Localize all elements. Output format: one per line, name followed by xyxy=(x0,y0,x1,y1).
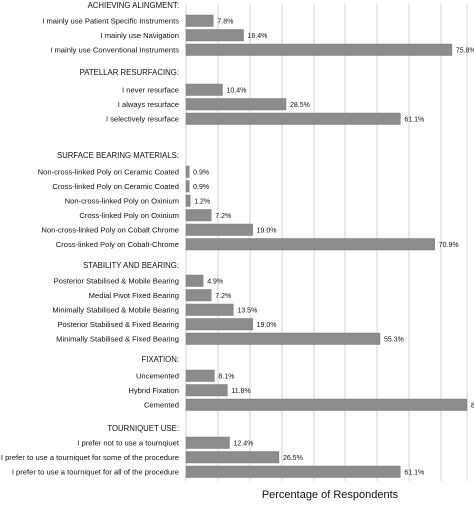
data-label: 61.1% xyxy=(404,469,424,476)
data-label: 19.0% xyxy=(257,322,277,329)
category-label: Non-cross-linked Poly on Ceramic Coated xyxy=(38,167,179,176)
category-label: I selectively resurface xyxy=(106,114,179,123)
data-label: 7.8% xyxy=(217,18,233,25)
data-label: 80.1% xyxy=(471,402,474,409)
data-label: 55.3% xyxy=(384,336,404,343)
bar xyxy=(185,112,401,125)
bar xyxy=(185,398,468,411)
bar xyxy=(185,194,191,207)
bar xyxy=(185,98,287,111)
bars xyxy=(185,14,468,478)
category-label: Cross-linked Poly on Oxinium xyxy=(79,211,179,220)
bar xyxy=(185,384,228,397)
category-label: Cross-linked Poly on Cobalt-Chrome xyxy=(56,240,179,249)
group-title: ACHIEVING ALINGMENT: xyxy=(88,1,179,10)
bar xyxy=(185,318,253,331)
category-label: I prefer to use a tourniquet for some of… xyxy=(1,453,179,462)
data-label: 7.2% xyxy=(215,293,231,300)
bar xyxy=(185,436,230,449)
category-label: Posterior Stabilised & Mobile Bearing xyxy=(54,276,179,285)
category-label: Medial Pivot Fixed Bearing xyxy=(89,291,179,300)
bar xyxy=(185,332,381,345)
category-label: Minimally Stabilised & Mobile Bearing xyxy=(52,305,179,314)
bar xyxy=(185,369,215,382)
data-label: 1.2% xyxy=(194,198,210,205)
bar xyxy=(185,165,190,178)
category-label: Non-cross-linked Poly on Oxinium xyxy=(65,196,179,205)
category-label: I never resurface xyxy=(122,85,179,94)
group-title: TOURNIQUET USE: xyxy=(107,424,179,433)
data-label: 4.9% xyxy=(207,278,223,285)
category-label: Minimally Stabilised & Fixed Bearing xyxy=(56,334,179,343)
category-label: Cross-linked Poly on Ceramic Coated xyxy=(52,182,179,191)
group-title: PATELLAR RESURFACING: xyxy=(80,68,179,77)
bar xyxy=(185,14,214,27)
bar xyxy=(185,238,435,251)
bar xyxy=(185,465,401,478)
data-label: 19.0% xyxy=(257,227,277,234)
bar xyxy=(185,29,244,42)
data-label: 8.1% xyxy=(218,373,234,380)
bar xyxy=(185,180,190,193)
category-label: Cemented xyxy=(144,400,179,409)
data-label: 0.9% xyxy=(193,169,209,176)
data-label: 28.5% xyxy=(290,102,310,109)
data-label: 11.8% xyxy=(231,388,250,395)
category-label: Uncemented xyxy=(136,371,179,380)
data-label: 61.1% xyxy=(404,116,424,123)
bar xyxy=(185,223,253,236)
data-label: 0.9% xyxy=(193,184,209,191)
category-label: I always resurface xyxy=(118,100,179,109)
data-label: 26.5% xyxy=(283,455,303,462)
labels: ACHIEVING ALINGMENT: I mainly use Patient… xyxy=(1,1,474,476)
category-label: I mainly use Conventional Instruments xyxy=(50,45,179,54)
category-label: Posterior Stabilised & Fixed Bearing xyxy=(57,320,179,329)
category-label: I mainly use Navigation xyxy=(100,31,179,40)
x-axis-title: Percentage of Respondents xyxy=(262,489,399,501)
data-label: 70.9% xyxy=(439,242,459,249)
category-label: I prefer not to use a tournqiuet xyxy=(77,438,180,447)
group-title: STABILITY AND BEARING: xyxy=(83,261,179,270)
data-label: 12.4% xyxy=(234,440,254,447)
category-label: I prefer to use a tourniquet for all of … xyxy=(12,467,179,476)
data-label: 75.8% xyxy=(456,47,474,54)
group-title: SURFACE BEARING MATERIALS: xyxy=(57,151,179,160)
bar xyxy=(185,289,212,302)
category-label: Non-cross-linked Poly on Cobalt Chrome xyxy=(41,225,179,234)
bar xyxy=(185,43,453,56)
data-label: 7.2% xyxy=(215,213,231,220)
category-label: Hybrid Fixation xyxy=(128,386,179,395)
data-label: 13.5% xyxy=(237,307,257,314)
category-label: I mainly use Patient Specific Instrument… xyxy=(42,16,179,25)
bar xyxy=(185,83,223,96)
bar xyxy=(185,209,212,222)
data-label: 16.4% xyxy=(248,33,268,40)
data-label: 10.4% xyxy=(226,87,246,94)
bar xyxy=(185,303,234,316)
group-title: FIXATION: xyxy=(141,355,179,364)
bar xyxy=(185,451,280,464)
bar xyxy=(185,274,204,287)
